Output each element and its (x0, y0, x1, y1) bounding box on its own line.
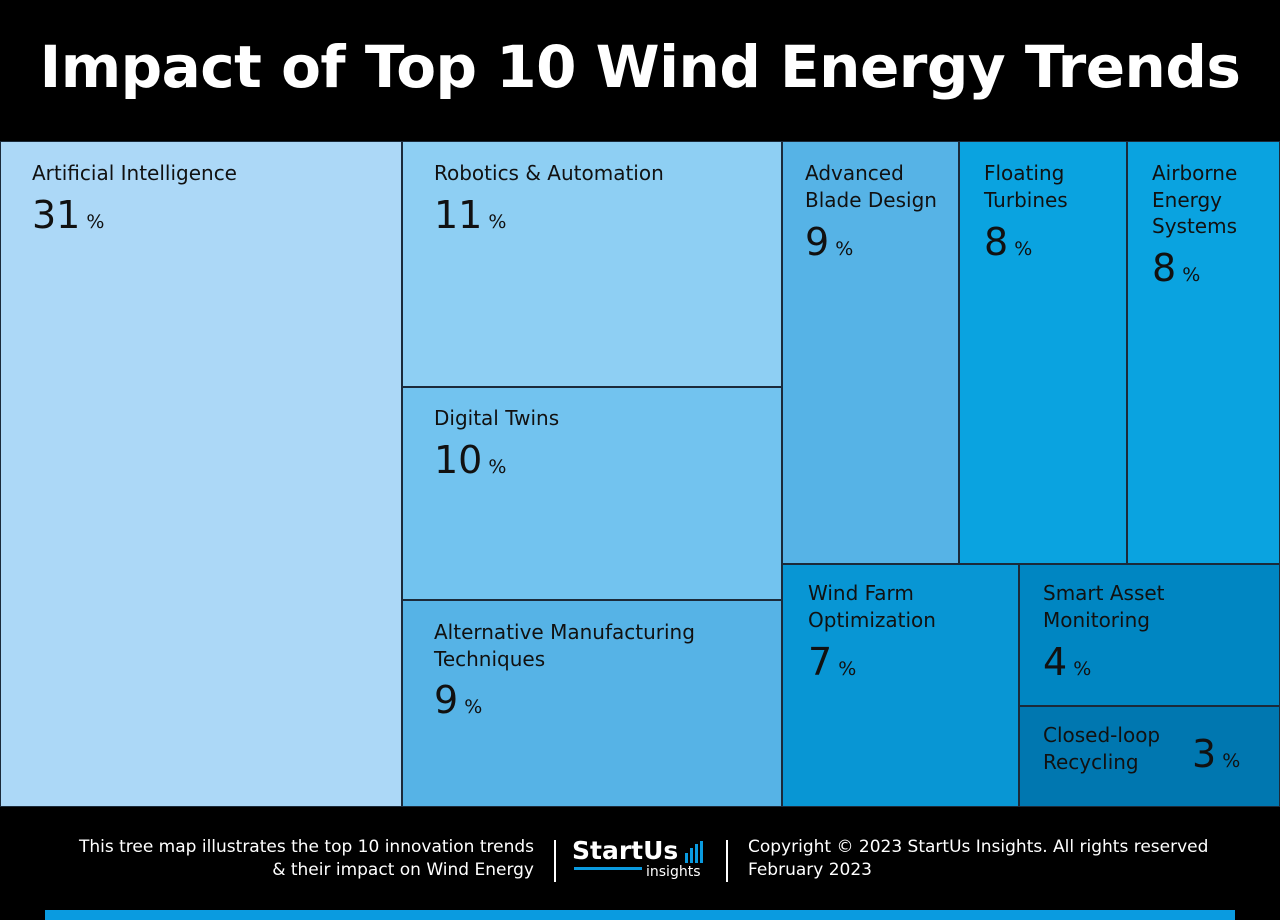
tile-value: 3% (1192, 734, 1240, 781)
tile-value-number: 31 (32, 193, 81, 237)
tile-value-number: 10 (434, 438, 483, 482)
tile-value-number: 9 (434, 678, 459, 722)
bar-chart-icon (685, 841, 707, 863)
logo-wordmark: StartUs (572, 836, 679, 865)
footer-divider-right (726, 840, 728, 882)
treemap-tile: Advanced Blade Design 9% (782, 141, 959, 564)
tile-label: Advanced Blade Design (805, 161, 937, 212)
tile-value-number: 3 (1192, 732, 1217, 776)
copyright-text: Copyright © 2023 StartUs Insights. All r… (748, 837, 1209, 857)
tile-value-unit: % (86, 211, 105, 233)
footer-copyright: Copyright © 2023 StartUs Insights. All r… (748, 836, 1248, 882)
tile-value: 31% (32, 195, 104, 242)
tile-value-number: 8 (1152, 246, 1177, 290)
tile-value-unit: % (1014, 238, 1033, 260)
tile-value-number: 7 (808, 640, 833, 684)
tile-value: 8% (984, 222, 1032, 269)
tile-value: 11% (434, 195, 506, 242)
tile-value-unit: % (488, 456, 507, 478)
tile-value-unit: % (488, 211, 507, 233)
logo-underline (574, 867, 642, 870)
treemap-tile: Digital Twins 10% (402, 387, 782, 600)
tile-value-number: 9 (805, 220, 830, 264)
tile-value: 9% (434, 680, 482, 727)
tile-value-unit: % (464, 696, 483, 718)
tile-label: Closed-loop Recycling (1043, 723, 1161, 774)
bottom-accent-bar (45, 910, 1235, 920)
treemap-tile: Alternative Manufacturing Techniques 9% (402, 600, 782, 807)
tile-value-number: 11 (434, 193, 483, 237)
footer-description-line-1: This tree map illustrates the top 10 inn… (78, 837, 534, 857)
tile-value: 10% (434, 440, 506, 487)
treemap-tile: Artificial Intelligence 31% (0, 141, 402, 807)
treemap-tile: Wind Farm Optimization 7% (782, 564, 1019, 807)
treemap-tile: Airborne Energy Systems 8% (1127, 141, 1280, 564)
chart-title: Impact of Top 10 Wind Energy Trends (39, 33, 1241, 101)
tile-value: 8% (1152, 248, 1200, 295)
treemap-tile: Robotics & Automation 11% (402, 141, 782, 387)
tile-label: Airborne Energy Systems (1152, 161, 1238, 238)
tile-value-unit: % (838, 658, 857, 680)
tile-value-number: 4 (1043, 640, 1068, 684)
tile-value-unit: % (1182, 264, 1201, 286)
tile-value-number: 8 (984, 220, 1009, 264)
footer-description-line-2: & their impact on Wind Energy (272, 860, 534, 880)
startus-logo: StartUs insights (572, 836, 712, 884)
treemap-tile: Smart Asset Monitoring 4% (1019, 564, 1280, 706)
treemap: Artificial Intelligence 31% Robotics & Aut… (0, 141, 1280, 807)
footer-date: February 2023 (748, 860, 872, 880)
tile-label: Wind Farm Optimization (808, 581, 936, 632)
tile-value-unit: % (1073, 658, 1092, 680)
treemap-tile: Floating Turbines 8% (959, 141, 1127, 564)
tile-label: Robotics & Automation (434, 161, 664, 185)
tile-label: Digital Twins (434, 406, 560, 430)
tile-value: 9% (805, 222, 853, 269)
tile-value-unit: % (835, 238, 854, 260)
treemap-tile: Closed-loop Recycling 3% (1019, 706, 1280, 807)
tile-label: Artificial Intelligence (32, 161, 237, 185)
tile-label: Alternative Manufacturing Techniques (434, 620, 695, 671)
logo-subtext: insights (646, 864, 701, 880)
tile-value-unit: % (1222, 750, 1241, 772)
footer-description: This tree map illustrates the top 10 inn… (40, 836, 534, 882)
tile-value: 4% (1043, 642, 1091, 689)
tile-label: Floating Turbines (984, 161, 1068, 212)
footer-divider-left (554, 840, 556, 882)
tile-label: Smart Asset Monitoring (1043, 581, 1165, 632)
tile-value: 7% (808, 642, 856, 689)
